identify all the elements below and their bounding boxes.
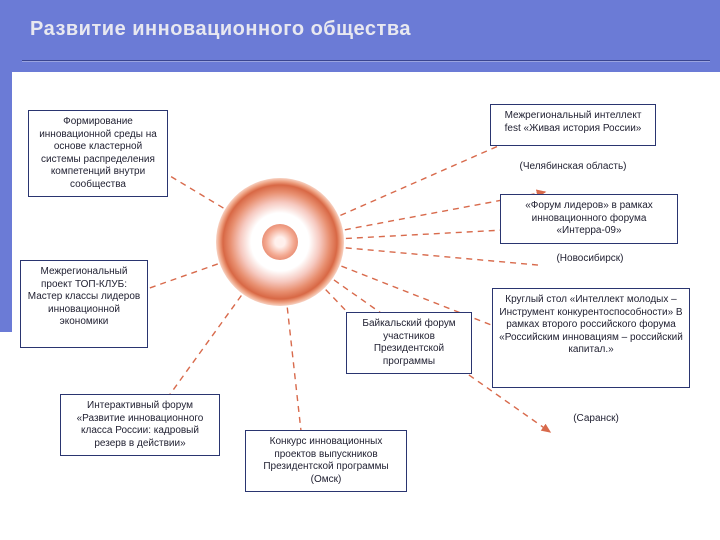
box-text: Конкурс инновационных проектов выпускник… <box>263 436 388 485</box>
box-text: (Челябинская область) <box>519 161 626 172</box>
box-leaders-forum: «Форум лидеров» в рамках инновационного … <box>500 194 678 244</box>
box-text: Межрегиональный проект ТОП-КЛУБ: Мастер … <box>28 266 140 327</box>
box-intellect-fest: Межрегиональный интеллект fest «Живая ис… <box>490 104 656 146</box>
header-underline <box>22 60 710 62</box>
box-round-table: Круглый стол «Интеллект молодых – Инстру… <box>492 288 690 388</box>
box-text: (Саранск) <box>573 413 619 424</box>
box-top-club: Межрегиональный проект ТОП-КЛУБ: Мастер … <box>20 260 148 348</box>
box-formation: Формирование инновационной среды на осно… <box>28 110 168 197</box>
box-novosibirsk: (Новосибирск) <box>540 248 640 271</box>
box-text: (Новосибирск) <box>556 253 623 264</box>
box-saransk: (Саранск) <box>558 408 634 431</box>
box-baikal-forum: Байкальский форум участников Президентск… <box>346 312 472 374</box>
box-text: «Форум лидеров» в рамках инновационного … <box>525 200 653 236</box>
box-omsk-contest: Конкурс инновационных проектов выпускник… <box>245 430 407 492</box>
slide-header: Развитие инновационного общества <box>0 0 720 72</box>
box-text: Круглый стол «Интеллект молодых – Инстру… <box>499 294 683 355</box>
box-chelyabinsk: (Челябинская область) <box>490 156 656 179</box>
box-text: Формирование инновационной среды на осно… <box>39 116 157 190</box>
slide-title: Развитие инновационного общества <box>30 18 720 41</box>
box-text: Байкальский форум участников Президентск… <box>362 318 455 367</box>
box-interactive-forum: Интерактивный форум «Развитие инновацион… <box>60 394 220 456</box>
box-text: Интерактивный форум «Развитие инновацион… <box>77 400 204 449</box>
center-target <box>216 178 344 306</box>
diagram-area: Формирование инновационной среды на осно… <box>0 72 720 540</box>
box-text: Межрегиональный интеллект fest «Живая ис… <box>505 110 642 134</box>
